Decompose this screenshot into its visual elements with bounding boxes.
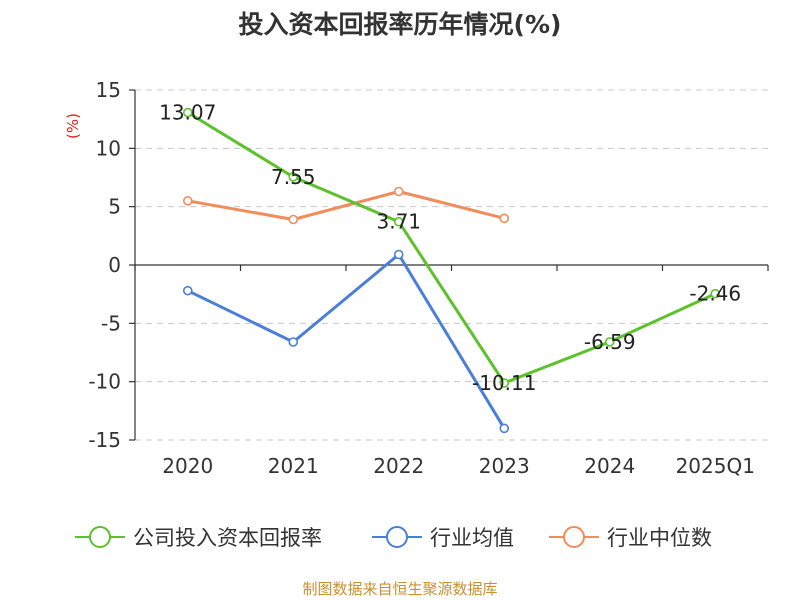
data-label: 3.71 [376, 210, 421, 234]
data-point[interactable] [710, 288, 721, 299]
data-point[interactable] [288, 337, 299, 347]
legend-marker [386, 526, 408, 548]
data-point[interactable] [393, 186, 404, 197]
data-label: -6.59 [584, 330, 636, 354]
data-point[interactable] [604, 337, 615, 347]
data-label: 7.55 [271, 165, 316, 189]
legend[interactable]: 公司投入资本回报率 行业均值 行业中位数 [75, 526, 712, 550]
data-point[interactable] [182, 107, 193, 118]
data-label: 13.07 [159, 101, 216, 125]
x-tick-label: 2020 [162, 454, 213, 478]
source-note: 制图数据来自恒生聚源数据库 [302, 580, 497, 598]
y-tick-label: 5 [108, 195, 121, 219]
legend-item[interactable]: 行业均值 [372, 526, 514, 550]
data-label: -10.11 [472, 371, 536, 395]
legend-marker [89, 526, 111, 548]
data-point[interactable] [288, 172, 299, 182]
y-tick-label: 0 [108, 253, 121, 277]
series-line [187, 190, 505, 221]
legend-label: 行业中位数 [607, 526, 712, 550]
data-label: -2.46 [689, 282, 741, 306]
data-point[interactable] [288, 214, 299, 225]
y-tick-label: -5 [101, 311, 121, 335]
y-tick-label: 15 [96, 78, 121, 102]
x-tick-label: 2022 [373, 454, 424, 478]
x-tick-label: 2023 [479, 454, 530, 478]
data-point[interactable] [499, 213, 510, 224]
x-tick-label: 2024 [584, 454, 635, 478]
x-tick-label: 2025Q1 [676, 454, 755, 478]
data-point[interactable] [393, 249, 404, 260]
y-tick-label: -10 [88, 370, 121, 394]
y-tick-label: 10 [96, 136, 121, 160]
series-line [186, 111, 716, 385]
legend-item[interactable]: 行业中位数 [549, 526, 712, 550]
series-line [187, 253, 506, 430]
data-point[interactable] [182, 285, 193, 296]
chart-title: 投入资本回报率历年情况(%) [239, 10, 562, 39]
series-layer [182, 107, 721, 434]
data-point[interactable] [182, 196, 193, 206]
data-point[interactable] [499, 378, 510, 388]
data-point[interactable] [393, 216, 404, 227]
y-tick-label: -15 [88, 428, 121, 452]
x-tick-label: 2021 [268, 454, 319, 478]
data-labels: 13.07 7.55 3.71 -10.11 -6.59 -2.46 [159, 101, 741, 395]
legend-label: 公司投入资本回报率 [133, 526, 322, 550]
y-axis-unit: (%) [64, 113, 82, 139]
axes: 15 10 5 0 -5 -10 -15 2020 2021 2022 2023 2024 2025Q1 [88, 78, 769, 478]
legend-label: 行业均值 [430, 526, 514, 550]
legend-marker [563, 526, 585, 548]
legend-item[interactable]: 公司投入资本回报率 [75, 526, 322, 550]
data-point[interactable] [499, 423, 510, 434]
